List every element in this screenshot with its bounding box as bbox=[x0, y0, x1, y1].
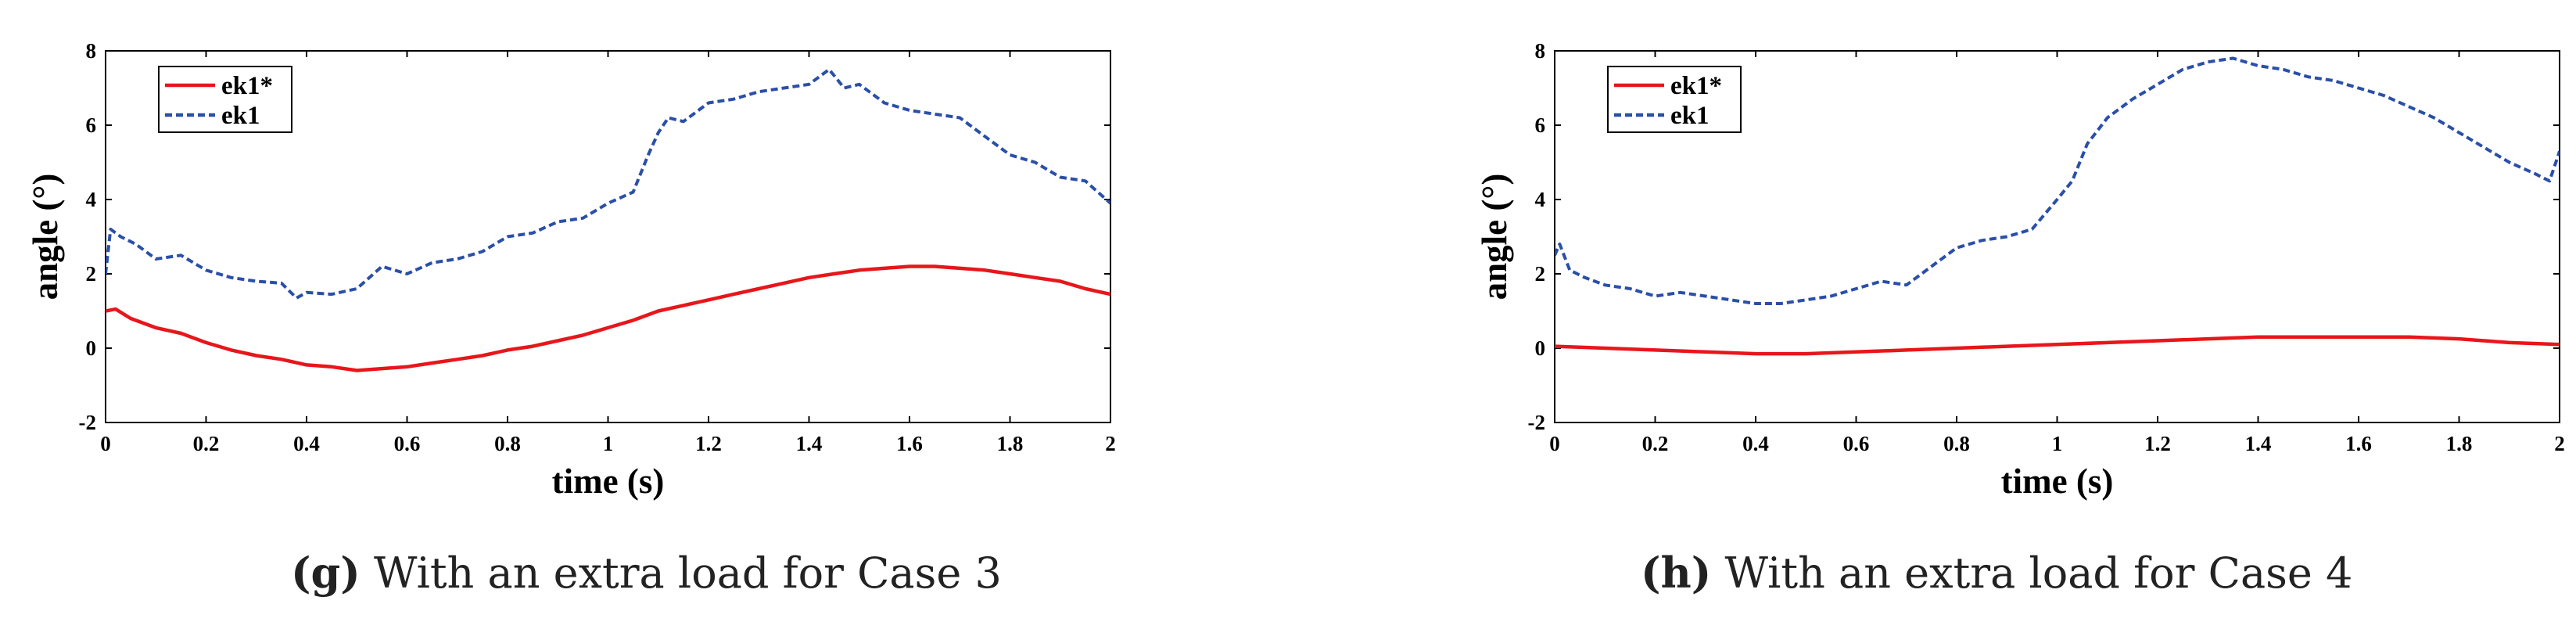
chart-h-xtick-label: 2 bbox=[2554, 432, 2565, 455]
chart-h-series-ek1star-line bbox=[1555, 335, 2560, 356]
chart-h-series-ek1-line bbox=[1555, 56, 2560, 305]
chart-h-xtick-label: 0.4 bbox=[1742, 432, 1769, 455]
chart-h-ylabel: angle (°) bbox=[1475, 174, 1514, 300]
caption-h-text: With an extra load for Case 4 bbox=[1724, 548, 2353, 598]
caption-h-letter: (h) bbox=[1641, 548, 1712, 598]
chart-h-xtick-label: 1.2 bbox=[2144, 432, 2171, 455]
chart-g-xtick-label: 1.2 bbox=[695, 432, 722, 455]
chart-h-xtick-label: 0.2 bbox=[1642, 432, 1669, 455]
chart-g-xlabel: time (s) bbox=[552, 462, 665, 501]
chart-g-xtick-label: 0.4 bbox=[293, 432, 320, 455]
chart-h-xlabel: time (s) bbox=[2001, 462, 2114, 501]
chart-h-ytick-label: 2 bbox=[1535, 262, 1546, 286]
caption-h: (h) With an extra load for Case 4 bbox=[1641, 548, 2352, 598]
chart-h-ytick-label: 0 bbox=[1535, 336, 1546, 360]
chart-h-legend-label: ek1* bbox=[1670, 72, 1722, 100]
chart-g-legend-label: ek1 bbox=[221, 102, 260, 130]
chart-h-legend-label: ek1 bbox=[1670, 102, 1710, 130]
chart-g-ytick-label: 0 bbox=[86, 336, 97, 360]
chart-g-xtick-label: 0.2 bbox=[193, 432, 220, 455]
chart-h-legend-box bbox=[1607, 66, 1742, 133]
chart-g-xtick-label: 0.8 bbox=[494, 432, 521, 455]
chart-h-ytick-label: 6 bbox=[1535, 113, 1546, 137]
chart-g-ytick-label: 8 bbox=[86, 39, 97, 63]
caption-g-letter: (g) bbox=[291, 548, 361, 598]
chart-g-ytick-label: 6 bbox=[86, 113, 97, 137]
chart-h-xtick-label: 1.4 bbox=[2245, 432, 2272, 455]
chart-h-ytick-label: 8 bbox=[1535, 39, 1546, 63]
chart-g-legend-label: ek1* bbox=[221, 72, 273, 100]
chart-g-xtick-label: 2 bbox=[1105, 432, 1116, 455]
chart-g-ylabel: angle (°) bbox=[26, 174, 65, 300]
chart-h-xtick-label: 1 bbox=[2052, 432, 2063, 455]
chart-g-ytick-label: 2 bbox=[86, 262, 97, 286]
chart-h-xtick-label: 0.6 bbox=[1843, 432, 1870, 455]
chart-g-series-ek1star-line bbox=[106, 264, 1110, 372]
chart-g-xtick-label: 1.6 bbox=[896, 432, 923, 455]
chart-h-ytick-label: -2 bbox=[1528, 411, 1546, 434]
chart-h-xtick-label: 1.8 bbox=[2446, 432, 2473, 455]
chart-g-ytick-label: 4 bbox=[86, 188, 97, 211]
chart-g-legend-box bbox=[158, 66, 292, 133]
chart-g-series-ek1-line bbox=[106, 67, 1110, 300]
chart-h-xtick-label: 0.8 bbox=[1943, 432, 1970, 455]
chart-h-xtick-label: 1.6 bbox=[2345, 432, 2372, 455]
chart-h-ytick-label: 4 bbox=[1535, 188, 1546, 211]
chart-g-xtick-label: 1.8 bbox=[997, 432, 1024, 455]
chart-g-xtick-label: 0.6 bbox=[394, 432, 421, 455]
caption-g: (g) With an extra load for Case 3 bbox=[291, 548, 1002, 598]
chart-g-xtick-label: 1 bbox=[603, 432, 614, 455]
chart-g-ytick-label: -2 bbox=[79, 411, 97, 434]
chart-g-xtick-label: 1.4 bbox=[796, 432, 823, 455]
chart-g-xtick-label: 0 bbox=[100, 432, 111, 455]
caption-g-text: With an extra load for Case 3 bbox=[374, 548, 1002, 598]
chart-h-xtick-label: 0 bbox=[1549, 432, 1560, 455]
